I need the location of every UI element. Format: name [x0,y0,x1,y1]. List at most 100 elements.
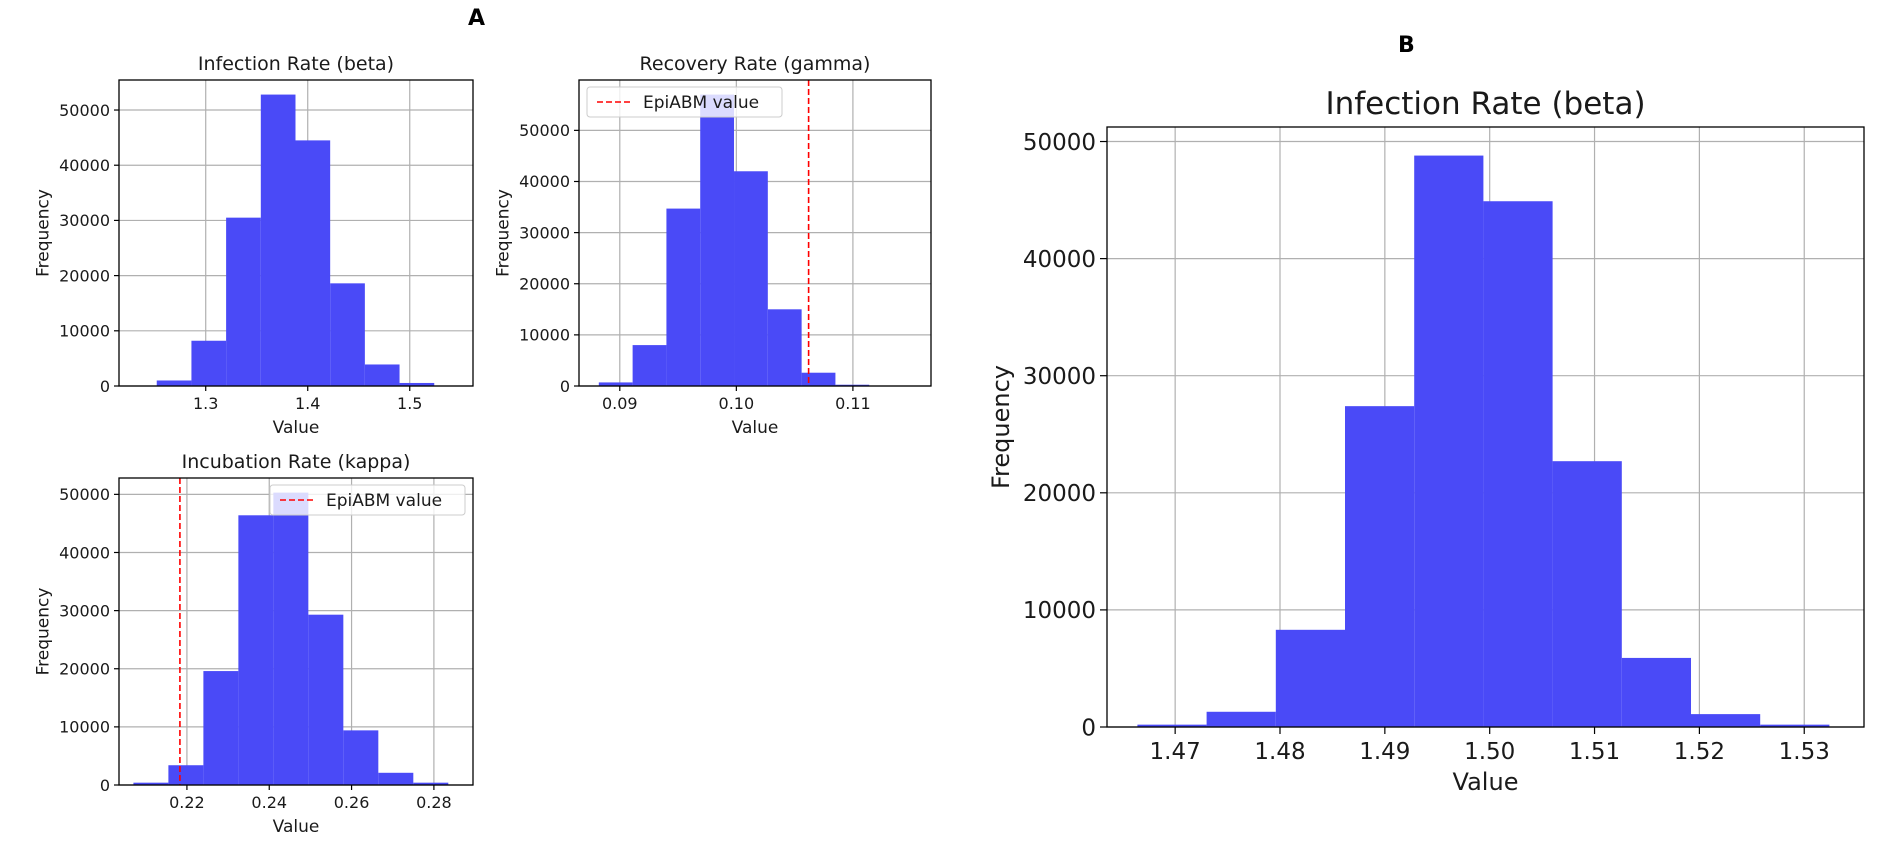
axes-frame [118,477,474,786]
y-tick-label: 50000 [1023,130,1096,156]
histogram-bar [295,140,331,386]
x-tick-label: 0.09 [602,394,638,413]
y-tick-label: 40000 [59,543,110,562]
x-tick-label: 1.53 [1779,739,1830,765]
histogram-bar [1414,155,1484,728]
histogram-bar [364,364,400,386]
histogram-bar [767,309,802,386]
histogram-bar [413,782,449,785]
histogram-bar [203,671,239,785]
x-tick-label: 1.47 [1150,739,1201,765]
x-tick-label: 1.3 [193,394,218,413]
legend: EpiABM value [586,86,783,118]
y-axis-label: Frequency [33,189,53,277]
histogram-bar [632,345,667,386]
y-tick-label: 30000 [59,601,110,620]
y-tick-label: 20000 [59,266,110,285]
histogram-bar [156,380,192,386]
legend-box [586,86,783,118]
y-tick-label: 20000 [519,275,570,294]
chart-beta-b: 1.47 1.48 1.49 1.50 1.51 1.52 1.53 0 10000 20000 3… [987,86,1865,796]
y-axis-label: Frequency [987,365,1015,489]
x-tick-label: 0.28 [416,793,452,812]
y-tick-label: 10000 [59,718,110,737]
chart-beta-a: 1.3 1.4 1.5 0 10000 20000 30000 40000 50000 Infec… [33,53,474,438]
histogram-bar [308,614,344,785]
x-tick-label: 0.26 [334,793,370,812]
histogram-bar [260,94,296,387]
histogram-bar [1483,201,1553,727]
chart-gamma: 0.09 0.10 0.11 0 10000 20000 30000 40000 50000 Re… [493,53,932,438]
histogram-bar [343,730,379,785]
y-axis-label: Frequency [493,189,513,277]
histogram-bar [1621,657,1692,727]
y-tick-label: 0 [100,377,110,396]
histogram-bar [238,515,274,785]
legend: EpiABM value [269,484,466,516]
y-tick-label: 10000 [1023,598,1096,624]
histogram-bar [1345,406,1415,727]
y-tick-label: 20000 [59,660,110,679]
y-tick-label: 40000 [59,156,110,175]
y-tick-label: 20000 [1023,481,1096,507]
x-axis-label: Value [273,418,320,438]
chart-title: Infection Rate (beta) [1325,86,1645,122]
x-tick-label: 1.50 [1464,739,1515,765]
y-tick-label: 50000 [519,121,570,140]
axes-frame [118,79,474,387]
histogram-bar [666,208,701,386]
histogram-bar [1552,461,1622,727]
panel-label-b: B [1398,33,1415,58]
legend-label: EpiABM value [643,93,759,113]
histogram-bar [801,372,836,386]
histogram-bar [734,171,768,386]
histogram-bar [168,765,204,785]
y-tick-label: 30000 [59,211,110,230]
histogram-bar [1691,714,1761,727]
y-tick-label: 0 [100,776,110,795]
y-tick-label: 40000 [1023,247,1096,273]
x-tick-label: 0.22 [169,793,205,812]
histogram-bar [191,340,227,386]
y-tick-label: 0 [1081,715,1096,741]
x-tick-label: 0.24 [251,793,287,812]
histogram-bar [226,217,261,386]
chart-title: Incubation Rate (kappa) [182,451,411,473]
x-tick-label: 1.48 [1254,739,1305,765]
x-axis-label: Value [1453,768,1519,796]
x-tick-label: 1.4 [295,394,320,413]
chart-title: Recovery Rate (gamma) [640,53,871,75]
chart-title: Infection Rate (beta) [198,53,394,75]
histogram-bar [700,94,735,387]
y-axis-label: Frequency [33,588,53,676]
y-tick-label: 50000 [59,485,110,504]
x-tick-label: 1.5 [397,394,422,413]
x-tick-label: 0.10 [719,394,755,413]
x-axis-label: Value [732,418,779,438]
y-tick-label: 50000 [59,101,110,120]
x-axis-label: Value [273,817,320,837]
y-tick-label: 0 [560,377,570,396]
x-tick-label: 1.49 [1359,739,1410,765]
histogram-bar [330,283,365,386]
axes-frame [1106,126,1865,728]
histogram-bar [598,382,633,386]
y-tick-label: 30000 [1023,364,1096,390]
y-tick-label: 30000 [519,223,570,242]
legend-label: EpiABM value [326,491,442,511]
histogram-bar [1206,711,1276,727]
histogram-bar [378,772,414,785]
x-tick-label: 1.51 [1569,739,1620,765]
y-tick-label: 40000 [519,172,570,191]
histogram-bar [1760,724,1830,727]
histogram-bar [133,782,169,785]
x-tick-label: 0.11 [835,394,871,413]
histogram-bar [399,382,435,386]
histogram-bar [1275,629,1346,727]
y-tick-label: 10000 [519,326,570,345]
y-tick-label: 10000 [59,322,110,341]
chart-kappa: 0.22 0.24 0.26 0.28 0 10000 20000 30000 40000 500… [33,451,474,837]
histogram-bar [1137,724,1207,727]
histogram-bar [273,492,309,785]
